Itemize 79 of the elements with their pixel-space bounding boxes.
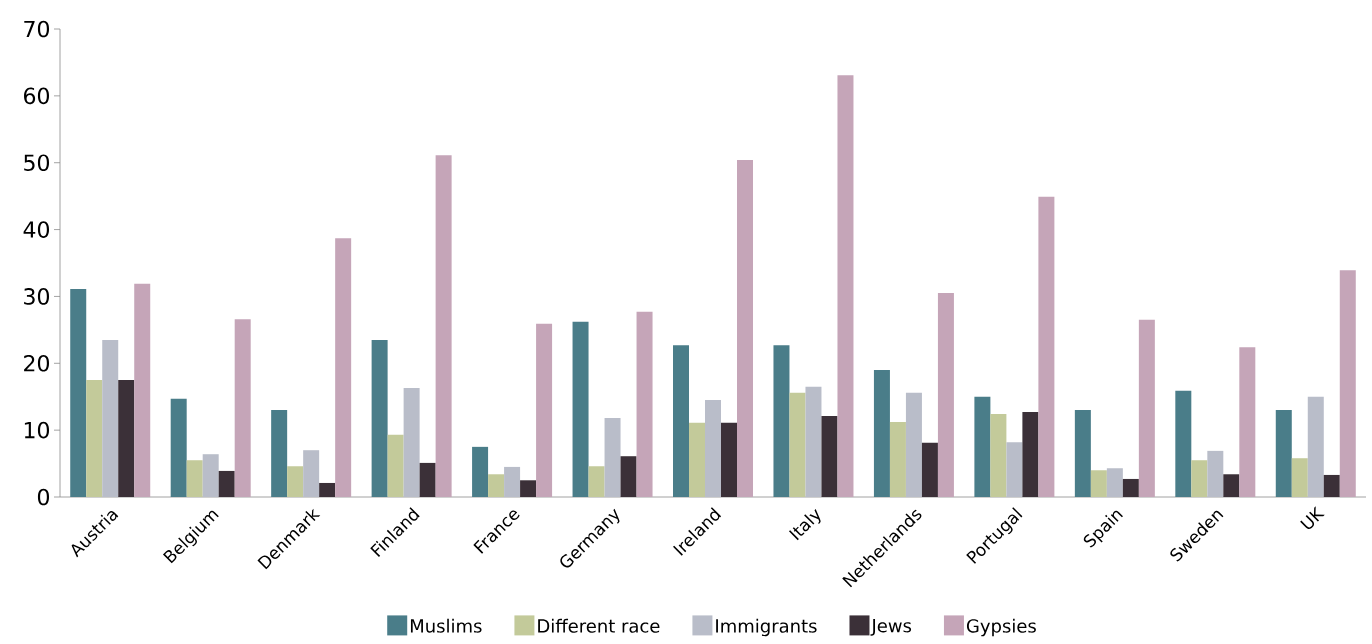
bar bbox=[889, 422, 906, 497]
legend-label: Gypsies bbox=[966, 618, 1036, 637]
bar bbox=[335, 238, 352, 497]
y-tick-label: 0 bbox=[37, 488, 50, 506]
bar bbox=[620, 456, 637, 497]
legend-label: Different race bbox=[538, 618, 660, 633]
bar bbox=[921, 442, 938, 497]
bar bbox=[303, 450, 320, 497]
bar bbox=[636, 311, 653, 497]
bar bbox=[271, 410, 288, 497]
y-tick-label: 70 bbox=[24, 20, 50, 38]
bar bbox=[403, 388, 420, 497]
bar bbox=[1339, 270, 1356, 497]
bar bbox=[821, 416, 838, 497]
bar bbox=[572, 321, 589, 497]
bar bbox=[419, 462, 436, 497]
bar bbox=[737, 160, 753, 497]
bar bbox=[1191, 460, 1208, 497]
bar bbox=[488, 474, 505, 497]
bar bbox=[974, 396, 991, 497]
bar bbox=[504, 466, 521, 497]
bar bbox=[837, 75, 854, 497]
bar bbox=[1175, 390, 1192, 497]
bar bbox=[287, 466, 304, 497]
bar bbox=[170, 398, 187, 497]
bar bbox=[202, 454, 219, 497]
bar bbox=[905, 392, 922, 497]
bar bbox=[1239, 347, 1256, 497]
bar bbox=[536, 323, 553, 497]
y-tick-label: 60 bbox=[24, 87, 50, 105]
y-tick-label: 30 bbox=[24, 288, 50, 305]
bar bbox=[102, 339, 119, 497]
x-tick-label: UK bbox=[1300, 506, 1325, 529]
bar bbox=[435, 155, 452, 497]
bar bbox=[1038, 196, 1055, 497]
bar bbox=[1291, 458, 1308, 497]
bar bbox=[1022, 412, 1039, 497]
bar bbox=[1006, 442, 1023, 497]
legend-label: Jews bbox=[870, 619, 912, 636]
y-tick-label: 20 bbox=[24, 354, 50, 372]
bar bbox=[371, 339, 388, 497]
bar bbox=[86, 380, 103, 497]
bar bbox=[604, 418, 621, 497]
bar bbox=[387, 434, 404, 497]
y-tick-label: 10 bbox=[24, 421, 50, 439]
bar bbox=[1106, 468, 1123, 497]
bar bbox=[705, 400, 721, 497]
bar bbox=[805, 386, 822, 497]
bar bbox=[937, 293, 954, 497]
bar bbox=[1323, 474, 1340, 497]
bar bbox=[186, 460, 203, 497]
bar bbox=[118, 380, 135, 497]
bar bbox=[873, 369, 890, 497]
bar bbox=[1275, 410, 1292, 497]
bar bbox=[1074, 410, 1091, 497]
bar bbox=[134, 283, 151, 497]
y-tick-label: 50 bbox=[24, 154, 50, 172]
bar bbox=[1207, 450, 1224, 497]
bar bbox=[1223, 474, 1240, 497]
bar bbox=[218, 470, 235, 497]
bar bbox=[1090, 470, 1107, 497]
bar bbox=[588, 466, 605, 497]
bar bbox=[1307, 396, 1324, 497]
bar bbox=[1138, 319, 1155, 497]
bar bbox=[721, 422, 737, 497]
bar bbox=[234, 319, 251, 497]
bar bbox=[789, 392, 806, 497]
bar bbox=[673, 345, 689, 497]
bar bbox=[520, 480, 537, 497]
legend-label: Muslims bbox=[410, 618, 482, 633]
bar bbox=[472, 446, 489, 497]
bar bbox=[70, 289, 87, 497]
bar bbox=[1122, 478, 1139, 497]
bar bbox=[773, 345, 790, 497]
y-tick-label: 40 bbox=[23, 221, 50, 238]
bar bbox=[319, 482, 336, 497]
bar bbox=[689, 422, 705, 497]
legend-label: Immigrants bbox=[716, 618, 817, 637]
bar bbox=[990, 414, 1007, 497]
